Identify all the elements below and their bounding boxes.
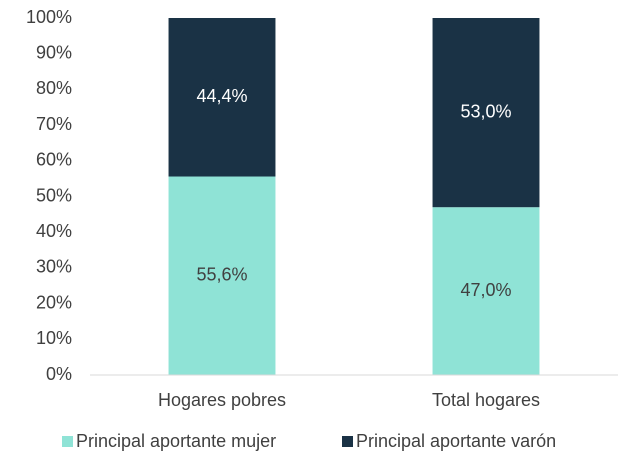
y-tick-label: 60% [36,150,72,170]
x-tick-label: Total hogares [432,390,540,410]
legend-swatch [62,436,73,447]
bar-segment [168,18,276,177]
y-tick-label: 20% [36,292,72,312]
legend-label: Principal aportante mujer [76,431,276,451]
bar-segment [432,207,540,375]
y-tick-label: 0% [46,364,72,384]
y-tick-label: 80% [36,78,72,98]
y-tick-label: 70% [36,114,72,134]
data-label: 44,4% [196,86,247,106]
y-tick-label: 30% [36,257,72,277]
data-label: 53,0% [460,101,511,121]
y-tick-label: 90% [36,42,72,62]
x-tick-label: Hogares pobres [158,390,286,410]
y-tick-label: 50% [36,185,72,205]
y-tick-label: 40% [36,221,72,241]
data-label: 47,0% [460,280,511,300]
legend-swatch [342,436,353,447]
y-tick-label: 10% [36,328,72,348]
bar-segment [432,18,540,208]
y-tick-label: 100% [26,7,72,27]
legend-label: Principal aportante varón [356,431,556,451]
data-label: 55,6% [196,265,247,285]
bar-segment [168,176,276,375]
